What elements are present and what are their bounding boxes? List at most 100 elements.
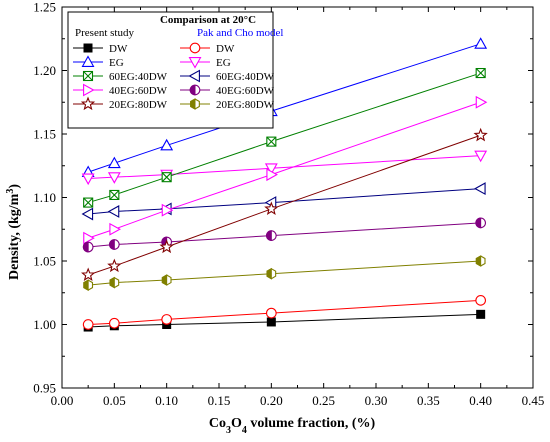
legend-label: EG [109,57,124,69]
data-point [161,314,173,325]
y-tick-label: 0.95 [33,381,56,396]
legend-entry: DW [73,43,128,55]
data-point [82,241,94,253]
y-tick-label: 1.10 [33,190,56,205]
legend: Comparison at 20°C Present study Pak and C… [67,11,283,129]
legend-entry: EG [73,55,124,69]
y-axis-title-text: Density, (kg/m [7,193,22,280]
legend-label: 40EG:60DW [109,85,168,97]
series-line [88,260,481,286]
data-point [265,307,277,319]
legend-label: 40EG:60DW [216,85,275,97]
data-point [161,203,174,217]
y-axis-title: Density, (kg/m3) [5,184,23,280]
y-tick-label: 1.20 [33,63,56,78]
data-point [476,309,486,319]
data-point [475,255,486,267]
series-line [88,222,481,248]
data-point [265,230,277,241]
series-pak-20eg-80dw [83,255,486,291]
x-tick-label: 0.30 [365,393,388,408]
data-point [83,231,95,245]
legend-label: 20EG:80DW [216,99,275,111]
data-point [83,197,94,208]
x-tick-label: 0.15 [208,393,231,408]
data-point [266,168,278,182]
legend-label: EG [216,57,231,69]
data-point [109,276,120,289]
data-point [159,239,174,254]
data-point [107,172,121,184]
legend-heading-present: Present study [75,27,134,39]
data-point [474,37,488,49]
series-line [88,134,481,276]
data-point [82,319,94,330]
data-point [475,295,487,306]
x-tick-label: 0.10 [155,393,178,408]
series-line [88,188,481,215]
legend-label: 60EG:40DW [216,71,275,83]
x-tick-label: 0.45 [522,393,545,408]
legend-entry: 60EG:40DW [180,69,275,83]
legend-entry: DW [180,42,235,55]
x-axis-ticks: 0.00 0.05 0.10 0.15 0.20 0.25 0.30 0.35 0.40 0.45 [51,7,545,408]
x-tick-label: 0.05 [103,393,126,408]
data-point [109,222,121,236]
y-tick-label: 1.05 [33,254,56,269]
data-point [160,138,174,151]
legend-label: DW [216,43,235,55]
x-axis-title: Co3O4 volume fraction, (%) [209,416,376,436]
series-present-40eg-60dw [83,95,488,245]
x-tick-label: 0.20 [260,393,283,408]
series-pak-40eg-60dw [82,217,487,253]
x-tick-label: 0.35 [417,393,440,408]
legend-entry: 20EG:80DW [180,98,275,111]
data-point [475,217,487,229]
data-point [475,67,486,79]
series-layer [81,37,488,332]
y-tick-label: 1.15 [33,127,56,142]
data-point [107,156,121,169]
legend-label: DW [109,43,128,55]
legend-marker [80,96,96,111]
series-pak-dw [82,295,487,330]
data-point [108,239,120,250]
legend-marker [190,98,200,110]
legend-entry: 40EG:60DW [180,84,275,97]
data-point [107,205,120,218]
legend-marker [189,42,201,54]
y-axis-title-sup: 3 [5,189,16,194]
y-tick-label: 1.00 [33,317,56,332]
legend-entry: 20EG:80DW [73,96,168,111]
legend-marker [188,57,202,69]
legend-heading-pak: Pak and Cho model [197,27,283,39]
x-tick-label: 0.00 [51,393,74,408]
data-point [81,267,96,282]
data-point [266,267,277,280]
series-pak-eg [81,150,488,186]
x-tick-label: 0.25 [312,393,335,408]
data-point [107,258,122,273]
y-axis-ticks: 0.95 1.00 1.05 1.10 1.15 1.20 1.25 [33,0,533,396]
legend-entry: 60EG:40DW [73,70,168,83]
y-tick-label: 1.25 [33,0,56,15]
data-point [475,95,488,109]
data-point [473,127,488,142]
data-point [108,317,120,329]
series-line [88,155,481,179]
series-pak-60eg-40dw [81,182,486,221]
legend-marker [188,69,200,83]
data-point [264,163,278,175]
x-tick-label: 0.40 [469,393,492,408]
legend-entry: EG [180,57,231,69]
legend-marker [81,55,95,67]
legend-marker [82,70,94,82]
data-point [109,189,120,201]
data-point [83,279,94,291]
data-point [266,317,276,327]
data-point [161,172,172,183]
data-point [161,274,172,286]
legend-marker [83,43,93,53]
